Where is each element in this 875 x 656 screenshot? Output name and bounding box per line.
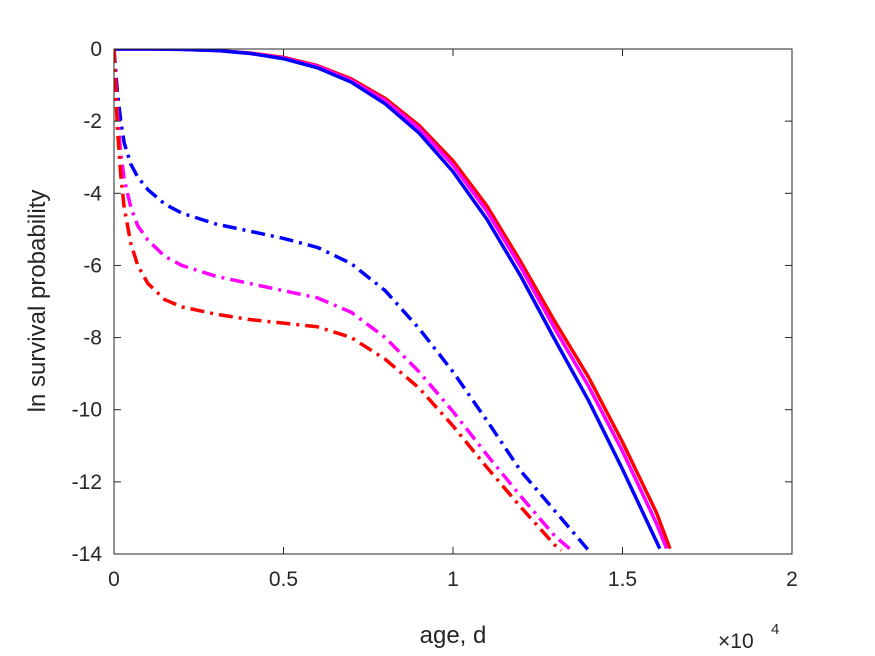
x-tick-label: 1	[447, 568, 459, 591]
y-axis-label: ln survival probability	[24, 190, 51, 413]
y-tick-label: -2	[83, 110, 102, 133]
x-tick-label: 0.5	[269, 568, 298, 591]
y-tick-label: -6	[83, 254, 102, 277]
y-tick-label: -4	[83, 182, 102, 205]
y-tick-label: -10	[72, 399, 102, 422]
x-multiplier-base: ×10	[718, 630, 754, 653]
series-layer	[114, 49, 672, 552]
x-tick-label: 1.5	[608, 568, 637, 591]
x-multiplier-exponent: 4	[771, 621, 779, 638]
series-line-6	[114, 49, 563, 552]
series-line-3	[114, 49, 662, 550]
x-axis-label: age, d	[420, 622, 487, 649]
y-tick-label: 0	[90, 38, 102, 61]
x-axis: 0 0.5 1 1.5 2	[108, 49, 798, 591]
y-tick-label: -8	[83, 327, 102, 350]
plot-area	[114, 49, 792, 554]
x-tick-label: 0	[108, 568, 120, 591]
y-tick-label: -14	[72, 543, 103, 566]
y-axis: 0 -2 -4 -6 -8 -10 -12 -14	[72, 38, 792, 566]
y-tick-label: -12	[72, 471, 102, 494]
x-tick-label: 2	[786, 568, 798, 591]
series-line-4	[114, 49, 590, 552]
